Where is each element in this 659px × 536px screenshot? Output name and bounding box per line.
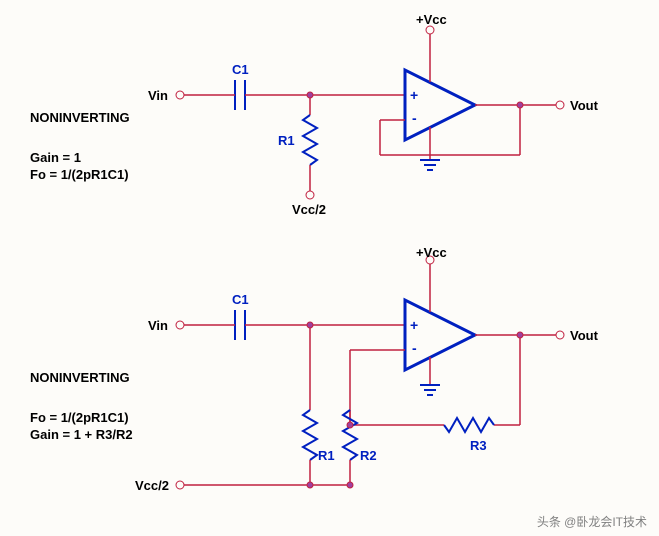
circuit2-c1: C1 [232,292,249,307]
circuit2-r3: R3 [470,438,487,453]
svg-text:-: - [412,340,417,356]
circuit2-gain: Gain = 1 + R3/R2 [30,427,133,442]
circuit2-r1: R1 [318,448,335,463]
circuit-1-svg: + - [0,0,659,250]
circuit2-vcc2: Vcc/2 [135,478,169,493]
svg-text:-: - [412,110,417,126]
watermark: 头条 @卧龙会IT技术 [537,513,647,530]
circuit2-title: NONINVERTING [30,370,130,385]
circuit1-c1: C1 [232,62,249,77]
circuit1-title: NONINVERTING [30,110,130,125]
circuit1-vcc2: Vcc/2 [292,202,326,217]
circuit2-vin: Vin [148,318,168,333]
circuit2-freq: Fo = 1/(2pR1C1) [30,410,129,425]
svg-text:+: + [410,317,418,333]
svg-text:+: + [410,87,418,103]
circuit1-vcc: +Vcc [416,12,447,27]
circuit-2: + - NONINVERTING Fo = 1/(2pR1C1) Gain = … [0,250,659,530]
circuit-2-svg: + - [0,250,659,530]
circuit2-r2: R2 [360,448,377,463]
circuit2-vout: Vout [570,328,598,343]
circuit1-freq: Fo = 1/(2pR1C1) [30,167,129,182]
circuit1-vin: Vin [148,88,168,103]
circuit1-r1: R1 [278,133,295,148]
circuit-1: + - NONINVERTING Gain = 1 Fo = 1/(2pR1C1… [0,0,659,250]
circuit1-vout: Vout [570,98,598,113]
circuit2-vcc: +Vcc [416,245,447,260]
circuit1-gain: Gain = 1 [30,150,81,165]
